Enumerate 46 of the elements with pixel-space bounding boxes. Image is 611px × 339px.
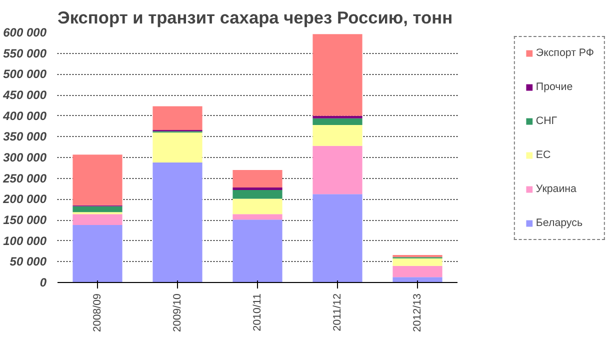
bar — [392, 266, 442, 278]
bar — [312, 116, 362, 118]
y-tick-label: 200 000 — [2, 192, 47, 206]
x-tick-label: 2010/11 — [252, 293, 264, 332]
bar — [152, 162, 202, 282]
bar — [152, 106, 202, 130]
x-tick-label: 2008/09 — [92, 293, 104, 332]
bar — [312, 118, 362, 125]
bar — [392, 277, 442, 282]
bar — [232, 170, 282, 188]
bar — [312, 194, 362, 282]
y-tick-label: 550 000 — [3, 46, 47, 60]
bar — [152, 132, 202, 162]
x-tick-label: 2009/10 — [172, 293, 184, 332]
y-tick-label: 350 000 — [3, 130, 47, 144]
legend-label: Беларусь — [536, 217, 583, 229]
chart-title: Экспорт и транзит сахара через Россию, тонн — [58, 8, 453, 28]
x-tick-label: 2011/12 — [332, 293, 344, 332]
bar — [312, 34, 362, 116]
legend-label: СНГ — [536, 115, 558, 127]
y-tick-label: 500 000 — [3, 67, 47, 82]
legend-label: ЕС — [536, 149, 552, 161]
bar — [312, 146, 362, 194]
bar — [312, 125, 362, 146]
y-tick-label: 250 000 — [2, 171, 47, 186]
y-tick-label: 450 000 — [2, 88, 47, 102]
bar — [232, 198, 282, 214]
y-tick-label: 150 000 — [3, 213, 47, 227]
y-tick-label: 600 000 — [3, 26, 47, 40]
bar — [72, 154, 122, 206]
bar — [72, 225, 122, 282]
bar — [232, 214, 282, 220]
bar — [232, 190, 282, 199]
y-tick-label: 0 — [40, 276, 47, 290]
y-tick-label: 100 000 — [3, 234, 47, 248]
bar — [392, 258, 442, 266]
y-tick-label: 400 000 — [2, 108, 47, 123]
y-tick-label: 50 000 — [10, 254, 47, 269]
bar — [72, 206, 122, 212]
legend-label: Прочие — [536, 81, 573, 93]
bar — [232, 220, 282, 282]
x-tick-label: 2012/13 — [412, 293, 424, 332]
y-tick-label: 300 000 — [3, 150, 47, 164]
legend-label: Украина — [536, 183, 576, 195]
legend-label: Экспорт РФ — [536, 47, 594, 59]
bar — [72, 214, 122, 225]
